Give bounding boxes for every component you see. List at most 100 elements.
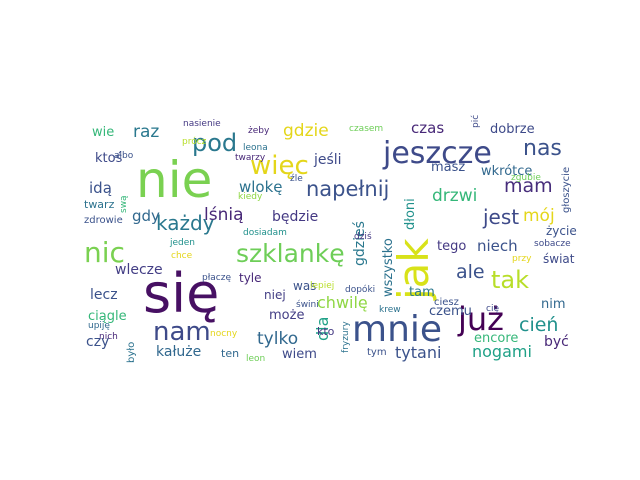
cloud-word: cień bbox=[519, 314, 558, 336]
cloud-word: szklankę bbox=[236, 239, 345, 268]
cloud-word: wlecze bbox=[115, 262, 163, 278]
cloud-word: leon bbox=[246, 354, 265, 364]
cloud-word: będzie bbox=[272, 209, 318, 225]
cloud-word: dobrze bbox=[490, 122, 535, 137]
cloud-word: więc bbox=[250, 151, 309, 181]
cloud-word: przy bbox=[512, 254, 532, 264]
cloud-word: niej bbox=[264, 288, 286, 302]
cloud-word: cię bbox=[486, 304, 499, 314]
cloud-word: mój bbox=[523, 206, 555, 226]
cloud-word: idą bbox=[89, 179, 112, 197]
cloud-word: nocny bbox=[210, 329, 238, 339]
cloud-word: nie bbox=[136, 151, 212, 209]
cloud-word: kiedy bbox=[238, 192, 263, 202]
cloud-word: mnie bbox=[352, 309, 442, 350]
cloud-word: sobacze bbox=[534, 239, 571, 249]
cloud-word: jak bbox=[389, 238, 438, 301]
cloud-word: was bbox=[293, 279, 316, 293]
cloud-word: leona bbox=[243, 143, 268, 153]
cloud-word: kałuże bbox=[156, 344, 201, 360]
cloud-word: świat bbox=[543, 252, 575, 266]
cloud-word: zgubie bbox=[511, 173, 541, 183]
cloud-word: tyle bbox=[239, 271, 262, 285]
cloud-word: płaczę bbox=[202, 273, 231, 283]
cloud-word: głoszycie bbox=[561, 167, 572, 213]
cloud-word: życie bbox=[546, 224, 577, 238]
cloud-word: jeśli bbox=[313, 152, 342, 168]
cloud-word: nich bbox=[99, 332, 118, 342]
cloud-word: prócz bbox=[182, 136, 207, 147]
cloud-word: tylko bbox=[257, 329, 298, 349]
cloud-word: wlokę bbox=[239, 178, 283, 196]
cloud-word: tam bbox=[409, 285, 435, 300]
cloud-word: żeby bbox=[248, 126, 270, 136]
cloud-word: dopóki bbox=[345, 284, 375, 295]
cloud-word: drzwi bbox=[432, 186, 477, 206]
cloud-word: wkrótce bbox=[481, 164, 532, 179]
cloud-word: pod bbox=[192, 129, 237, 157]
cloud-word: tak bbox=[491, 266, 529, 294]
cloud-word: ciągle bbox=[88, 309, 127, 324]
cloud-word: było bbox=[126, 342, 137, 363]
cloud-word: wszystko bbox=[381, 238, 396, 297]
cloud-word: nam bbox=[153, 317, 211, 347]
cloud-word: ale bbox=[456, 261, 485, 283]
cloud-word: nim bbox=[541, 297, 566, 312]
cloud-word: każdy bbox=[156, 211, 215, 235]
cloud-word: krew bbox=[379, 305, 401, 315]
cloud-word: czasem bbox=[349, 124, 383, 134]
cloud-word: kto bbox=[317, 325, 335, 338]
cloud-word: upiję bbox=[88, 321, 110, 331]
cloud-word: lepiej bbox=[310, 281, 334, 291]
cloud-word: być bbox=[544, 334, 569, 350]
cloud-word: lśnią bbox=[204, 205, 244, 225]
cloud-word: świni bbox=[296, 299, 319, 310]
cloud-word: chce bbox=[171, 251, 193, 261]
cloud-word: fryzury bbox=[341, 321, 351, 353]
cloud-word: wie bbox=[92, 125, 114, 140]
cloud-word: nogami bbox=[472, 342, 532, 361]
cloud-word: gdy bbox=[132, 207, 160, 225]
cloud-word: raz bbox=[133, 122, 159, 142]
cloud-word: gdzie bbox=[283, 121, 329, 141]
cloud-word: tym bbox=[367, 347, 387, 358]
cloud-word: dłoni bbox=[403, 198, 418, 230]
cloud-word: twarz bbox=[84, 198, 115, 211]
cloud-word: zdrowie bbox=[84, 215, 123, 226]
cloud-word: albo bbox=[114, 151, 134, 161]
cloud-word: napełnij bbox=[306, 177, 389, 201]
cloud-word: mam bbox=[504, 175, 553, 197]
cloud-word: ten bbox=[221, 347, 239, 360]
cloud-word: dziś bbox=[354, 231, 372, 242]
cloud-word: encore bbox=[474, 331, 518, 346]
cloud-word: wiem bbox=[282, 347, 317, 362]
cloud-word: lecz bbox=[90, 287, 118, 303]
cloud-word: gdzieś bbox=[352, 221, 368, 266]
cloud-word: jest bbox=[482, 205, 519, 229]
cloud-word: jeszcze bbox=[382, 136, 492, 171]
cloud-word: twarzy bbox=[235, 153, 266, 163]
cloud-word: jeden bbox=[169, 238, 195, 248]
cloud-word: dla bbox=[313, 317, 332, 341]
cloud-word: może bbox=[269, 308, 304, 323]
cloud-word: nas bbox=[523, 136, 562, 161]
cloud-word: nic bbox=[84, 236, 125, 269]
cloud-word: tytani bbox=[395, 343, 441, 362]
cloud-word: pić bbox=[470, 115, 481, 128]
cloud-word: czemu bbox=[429, 304, 472, 319]
cloud-word: dosiadam bbox=[243, 228, 287, 238]
cloud-word: źle bbox=[290, 174, 303, 184]
cloud-word: tego bbox=[437, 239, 466, 254]
cloud-word: chwilę bbox=[317, 293, 368, 312]
cloud-word: czy bbox=[86, 334, 109, 350]
cloud-word: nasienie bbox=[183, 119, 221, 129]
cloud-word: masz bbox=[431, 160, 465, 175]
cloud-word: się bbox=[143, 262, 219, 325]
cloud-word: swą bbox=[119, 195, 129, 213]
cloud-word: ktoś bbox=[95, 151, 123, 166]
cloud-word: już bbox=[457, 300, 504, 338]
cloud-word: niech bbox=[477, 237, 518, 255]
cloud-word: czas bbox=[411, 119, 444, 137]
cloud-word: ciesz bbox=[434, 297, 459, 308]
